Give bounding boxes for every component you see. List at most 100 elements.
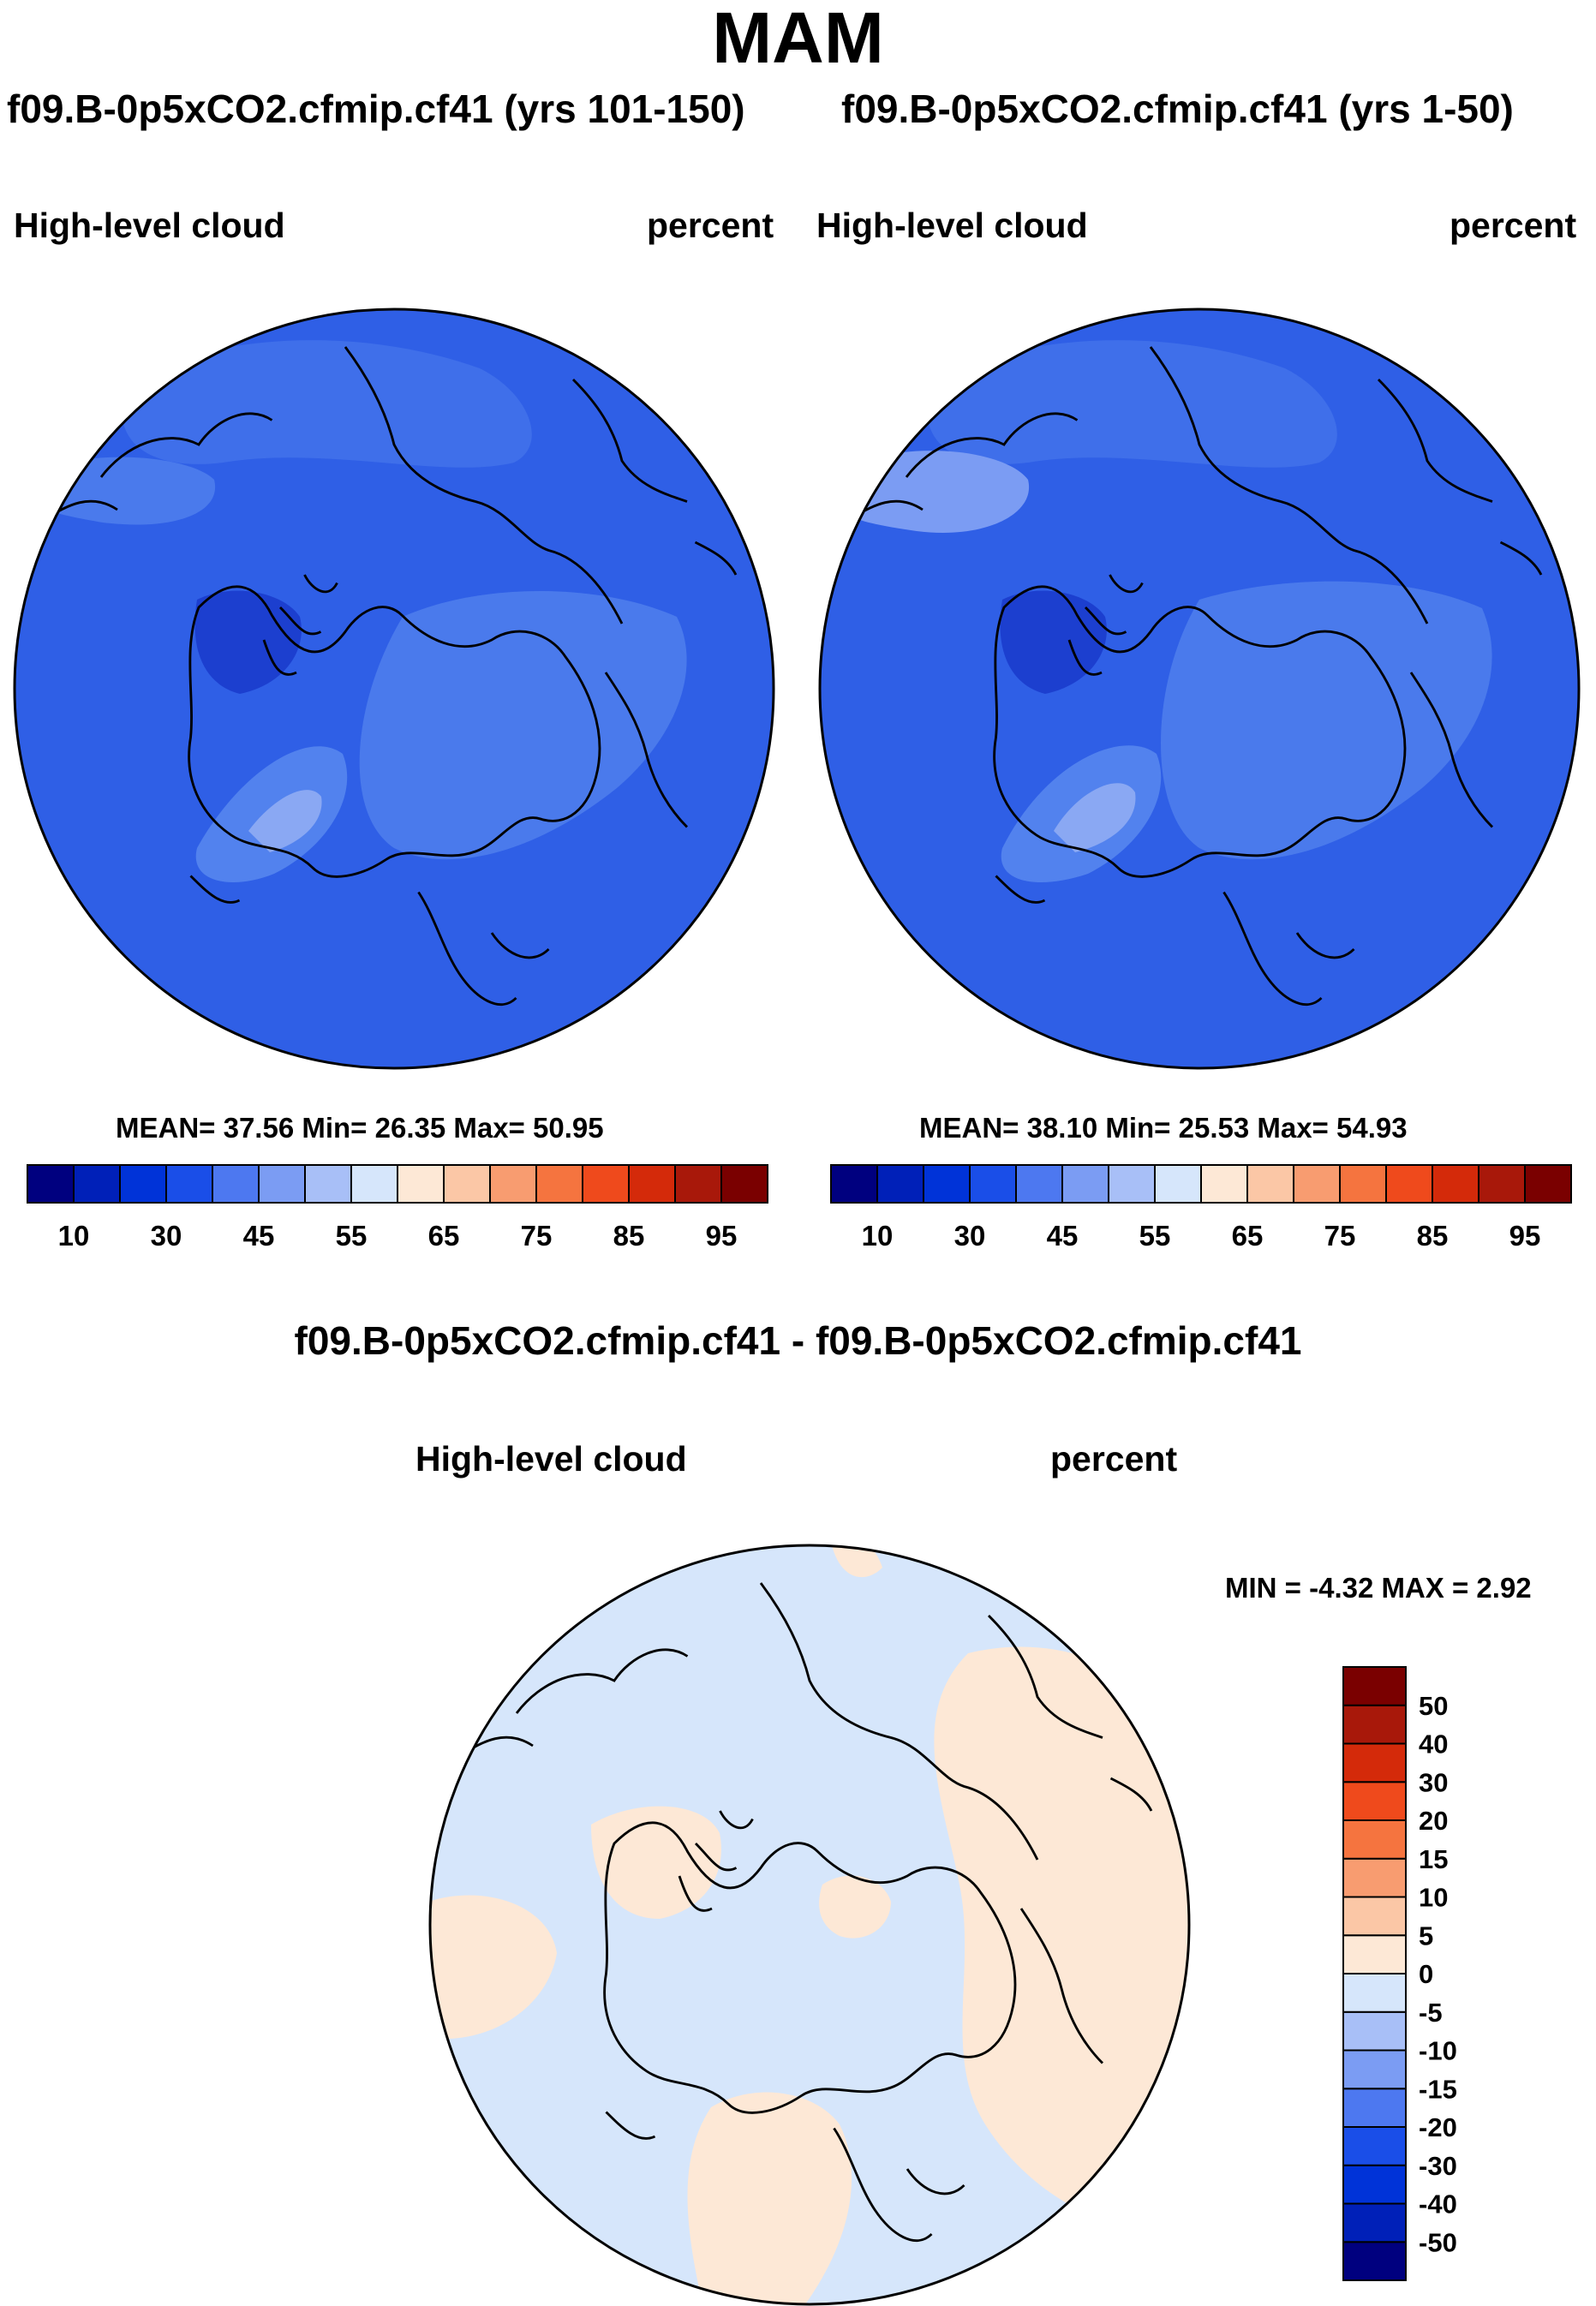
panel2-variable-label: High-level cloud: [816, 206, 1088, 245]
diff-colorbar-tick-label: 40: [1419, 1730, 1448, 1759]
panel2-colorbar-tick-label: 85: [1417, 1220, 1449, 1252]
diff-colorbar-box: [1342, 1742, 1407, 1783]
panel1-map: [15, 309, 774, 1068]
panel1-light-region: [122, 340, 532, 468]
diff-map: [430, 1545, 1189, 2304]
panel2-title: f09.B-0p5xCO2.cfmip.cf41 (yrs 1-50): [841, 87, 1514, 131]
diff-colorbar-tick-label: -40: [1419, 2190, 1457, 2219]
diff-colorbar-box: [1342, 2049, 1407, 2090]
diff-colorbar-tick-label: -20: [1419, 2112, 1457, 2142]
panel2-colorbar-tick-label: 10: [862, 1220, 894, 1252]
diff-colorbar-box: [1342, 2202, 1407, 2243]
panel2-lighter-region: [1054, 783, 1136, 852]
panel1-variable-label: High-level cloud: [14, 206, 285, 245]
panel1-colorbar-box: [443, 1164, 491, 1204]
panel1-colorbar-box: [535, 1164, 583, 1204]
panel2-colorbar-box: [1015, 1164, 1063, 1204]
panel2-colorbar-tick-label: 65: [1232, 1220, 1264, 1252]
diff-colorbar-box: [1342, 1896, 1407, 1937]
panel2-units-label: percent: [1450, 206, 1577, 245]
panel1-map-border: [13, 308, 775, 1070]
diff-colorbar-box: [1342, 1819, 1407, 1860]
diff-colorbar-tick-label: 15: [1419, 1844, 1448, 1874]
panel2-colorbar-tick-label: 75: [1324, 1220, 1356, 1252]
panel1-colorbar-tick-label: 10: [58, 1220, 90, 1252]
panel1-colorbar-box: [73, 1164, 121, 1204]
panel2-map-border: [818, 308, 1581, 1070]
panel1-colorbar-box: [165, 1164, 213, 1204]
diff-colorbar-tick-label: 10: [1419, 1883, 1448, 1913]
panel1-lighter-region: [248, 790, 322, 852]
diff-positive-region: [934, 1646, 1189, 2231]
diff-colorbar-tick-label: -15: [1419, 2074, 1457, 2104]
diff-positive-region: [819, 1875, 891, 1939]
panel2-lighter-region: [822, 451, 1030, 533]
panel1-colorbar-tick-label: 85: [613, 1220, 645, 1252]
diff-colorbar-tick-label: 20: [1419, 1806, 1448, 1836]
panel1-colorbar-tick-label: 45: [243, 1220, 275, 1252]
panel1-colorbar-box: [258, 1164, 306, 1204]
panel1-colorbar-tick-label: 75: [521, 1220, 553, 1252]
diff-colorbar-box: [1342, 2241, 1407, 2281]
panel2-colorbar: 10 30 45 55 65 75 85 95: [830, 1164, 1572, 1252]
diff-map-border: [428, 1544, 1191, 2306]
panel1-light-region: [359, 591, 687, 860]
diff-colorbar-tick-label: 30: [1419, 1767, 1448, 1797]
diff-colorbar-box: [1342, 2164, 1407, 2205]
panel1-units-label: percent: [647, 206, 774, 245]
panel1-colorbar-tick-label: 65: [428, 1220, 460, 1252]
diff-colorbar-box: [1342, 1781, 1407, 1821]
panel1-colorbar-box: [212, 1164, 260, 1204]
diff-stats: MIN = -4.32 MAX = 2.92: [1225, 1572, 1532, 1604]
panel1-colorbar-tick-label: 95: [706, 1220, 738, 1252]
panel2-colorbar-tick-label: 55: [1139, 1220, 1171, 1252]
diff-positive-region: [430, 1895, 557, 2039]
panel2-colorbar-box: [1293, 1164, 1341, 1204]
panel2-colorbar-tick-label: 30: [954, 1220, 986, 1252]
panel2-map: [820, 309, 1579, 1068]
panel2-colorbar-box: [1246, 1164, 1294, 1204]
panel2-colorbar-box: [1200, 1164, 1248, 1204]
panel1-colorbar-tick-label: 30: [151, 1220, 182, 1252]
panel2-colorbar-tick-label: 95: [1509, 1220, 1541, 1252]
diff-colorbar-tick-label: -50: [1419, 2227, 1457, 2257]
panel2-colorbar-box: [1154, 1164, 1202, 1204]
panel2-stats: MEAN= 38.10 Min= 25.53 Max= 54.93: [919, 1112, 1408, 1144]
panel2-light-region: [1161, 581, 1492, 860]
panel2-colorbar-box: [1339, 1164, 1387, 1204]
panel1-stats: MEAN= 37.56 Min= 26.35 Max= 50.95: [116, 1112, 604, 1144]
panel2-colorbar-box: [1385, 1164, 1433, 1204]
panel1-colorbar-box: [119, 1164, 167, 1204]
panel2-colorbar-box: [969, 1164, 1017, 1204]
panel1-colorbar-box: [489, 1164, 537, 1204]
diff-colorbar-box: [1342, 2126, 1407, 2166]
diff-colorbar-tick-label: 5: [1419, 1921, 1433, 1951]
diff-variable-label: High-level cloud: [415, 1439, 687, 1479]
diff-positive-region: [687, 2092, 852, 2304]
panel1-colorbar-box: [350, 1164, 398, 1204]
panel1-colorbar-box: [582, 1164, 630, 1204]
panel2-colorbar-box: [1061, 1164, 1109, 1204]
season-title: MAM: [712, 0, 884, 78]
diff-colorbar-tick-label: -10: [1419, 2036, 1457, 2066]
diff-colorbar-tick-label: -30: [1419, 2151, 1457, 2181]
diff-units-label: percent: [1050, 1439, 1178, 1479]
diff-colorbar-box: [1342, 2088, 1407, 2128]
panel1-colorbar-tick-label: 55: [336, 1220, 368, 1252]
panel1-colorbar: 10 30 45 55 65 75 85 95: [27, 1164, 768, 1252]
diff-title: f09.B-0p5xCO2.cfmip.cf41 - f09.B-0p5xCO2…: [294, 1318, 1302, 1363]
diff-colorbar-box: [1342, 1666, 1407, 1706]
panel2-colorbar-box: [1432, 1164, 1479, 1204]
diff-colorbar-box: [1342, 2010, 1407, 2052]
panel2-colorbar-tick-label: 45: [1047, 1220, 1079, 1252]
panel2-light-region: [927, 340, 1337, 468]
diff-colorbar-tick-label: -5: [1419, 1998, 1443, 2028]
panel2-colorbar-box: [876, 1164, 924, 1204]
diff-colorbar-box: [1342, 1704, 1407, 1745]
panel1-title: f09.B-0p5xCO2.cfmip.cf41 (yrs 101-150): [7, 87, 745, 131]
panel2-colorbar-box: [923, 1164, 971, 1204]
diff-colorbar-box: [1342, 1934, 1407, 1974]
diff-colorbar-tick-label: 0: [1419, 1959, 1433, 1989]
